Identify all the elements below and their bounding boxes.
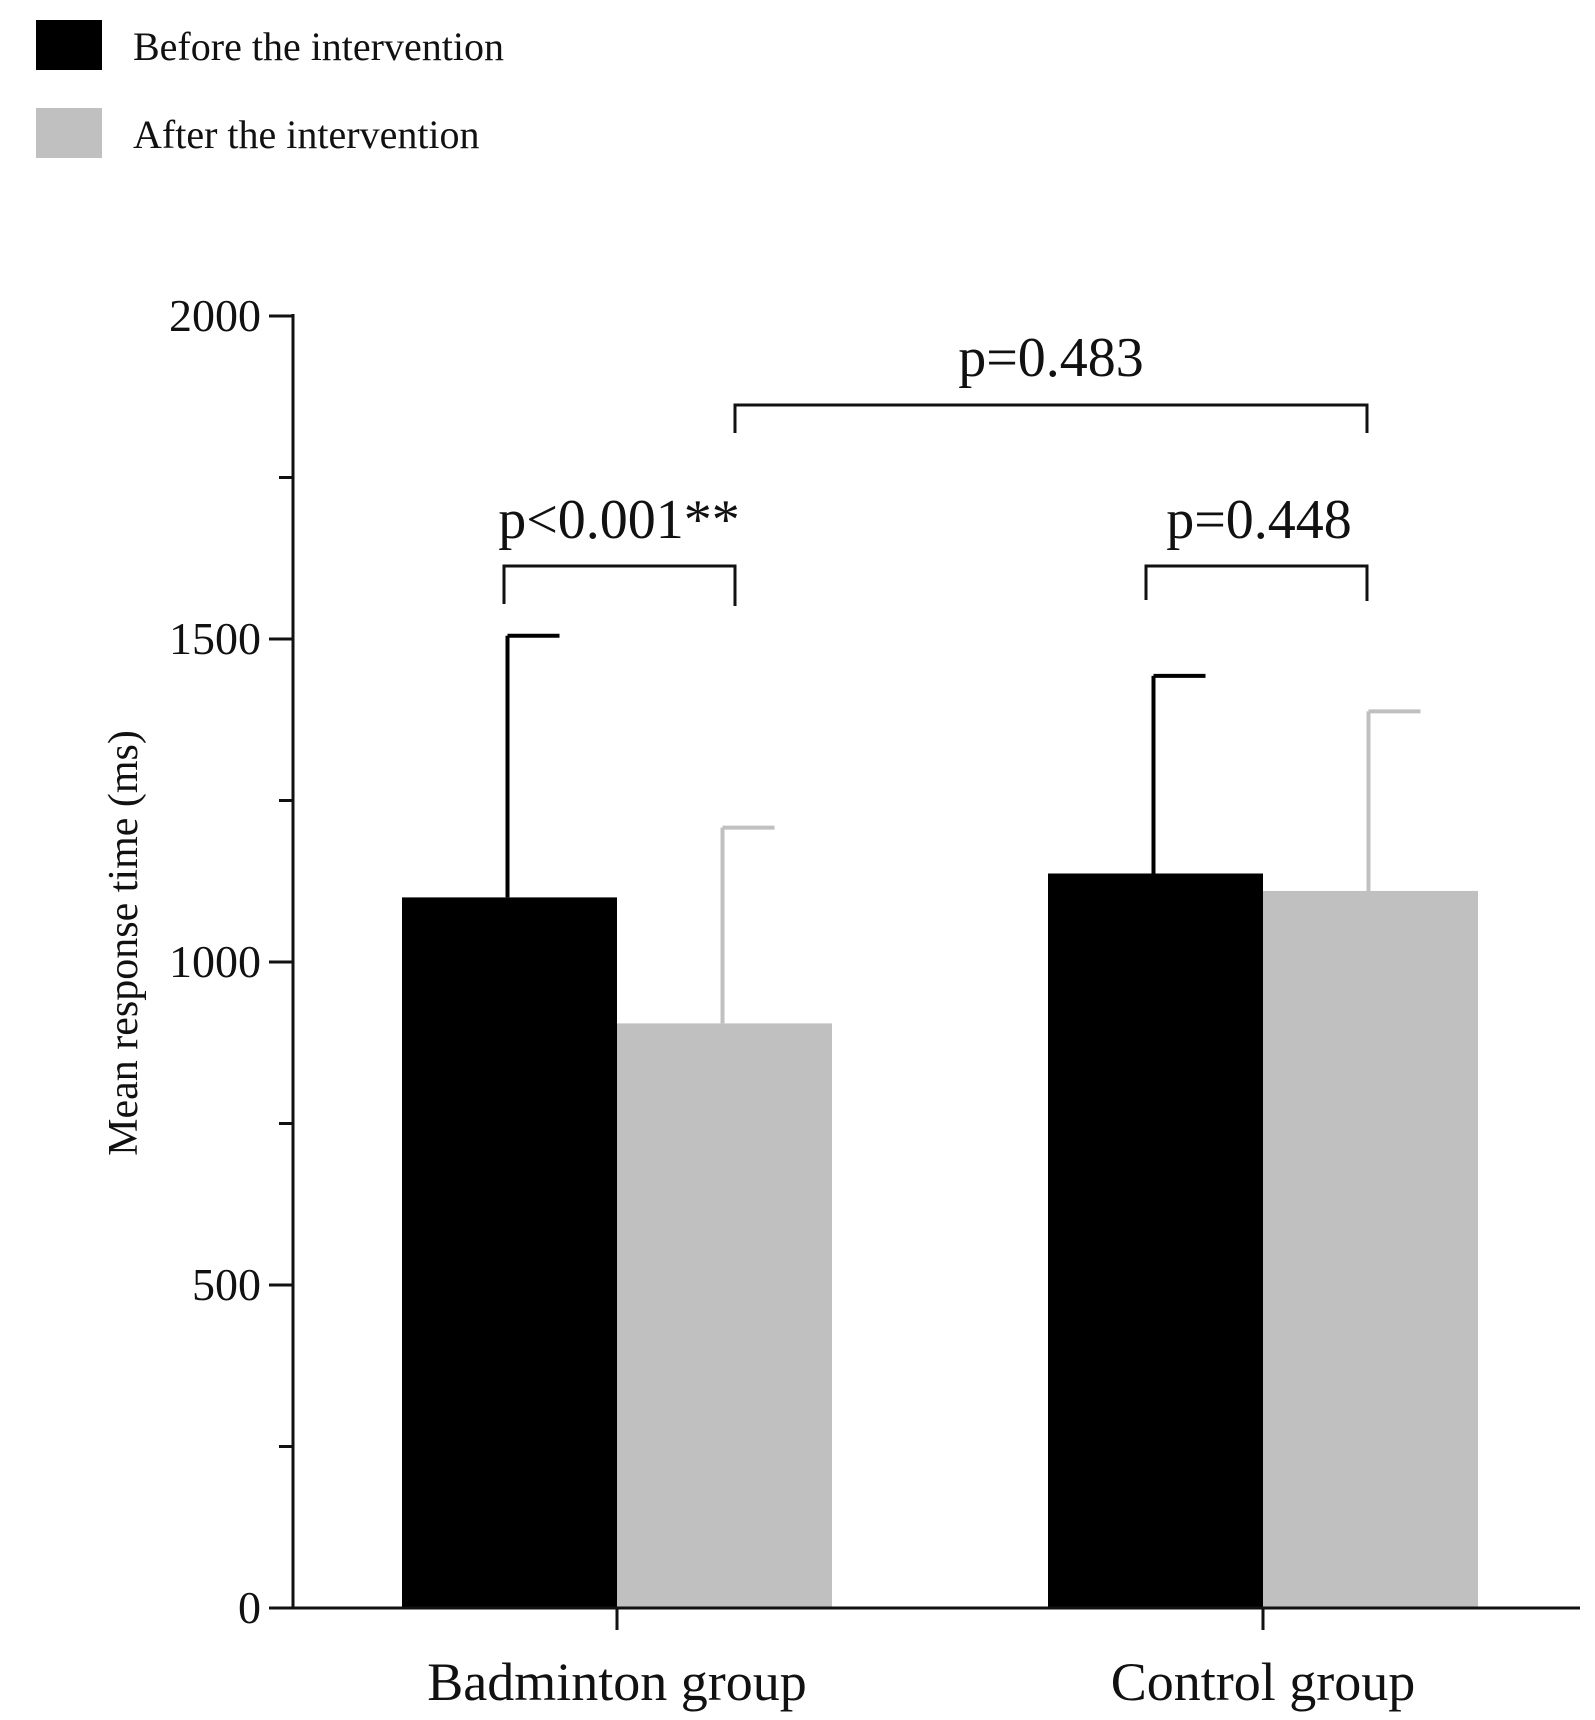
x-tick-label-badminton-group: Badminton group — [427, 1652, 806, 1712]
pvalue-badminton: p<0.001** — [498, 489, 740, 551]
x-tick-label-control-group: Control group — [1111, 1652, 1416, 1712]
bar-badminton-group-before — [402, 897, 617, 1608]
legend-swatch-after — [36, 108, 102, 158]
bracket-control — [1144, 564, 1369, 601]
bracket-between-groups — [733, 403, 1369, 433]
y-tick-label: 2000 — [169, 290, 261, 341]
error-bar-badminton-group-before — [505, 633, 560, 898]
bar-control-group-before — [1048, 873, 1263, 1608]
legend-label-before: Before the intervention — [133, 24, 504, 69]
error-bar-control-group-after — [1366, 709, 1421, 891]
y-tick-label: 500 — [192, 1259, 261, 1310]
legend: Before the intervention After the interv… — [36, 20, 504, 158]
axes-layer: 0 500 1000 1500 2000 Badminton group Control g… — [169, 290, 1580, 1712]
legend-swatch-before — [36, 20, 102, 70]
error-bars-layer — [505, 633, 1421, 1024]
y-tick-label: 1500 — [169, 613, 261, 664]
bar-control-group-after — [1263, 890, 1478, 1608]
error-bar-control-group-before — [1151, 673, 1206, 874]
pvalue-control: p=0.448 — [1166, 489, 1352, 551]
legend-label-after: After the intervention — [133, 112, 480, 157]
error-bar-badminton-group-after — [720, 825, 775, 1024]
bar-badminton-group-after — [617, 1023, 832, 1608]
bars-layer — [402, 873, 1478, 1608]
y-tick-label: 1000 — [169, 936, 261, 987]
pvalue-between-groups: p=0.483 — [958, 327, 1144, 389]
bracket-badminton — [502, 564, 737, 606]
y-tick-label: 0 — [238, 1582, 261, 1633]
significance-annotations — [502, 403, 1369, 606]
y-axis-label: Mean response time (ms) — [101, 730, 147, 1156]
